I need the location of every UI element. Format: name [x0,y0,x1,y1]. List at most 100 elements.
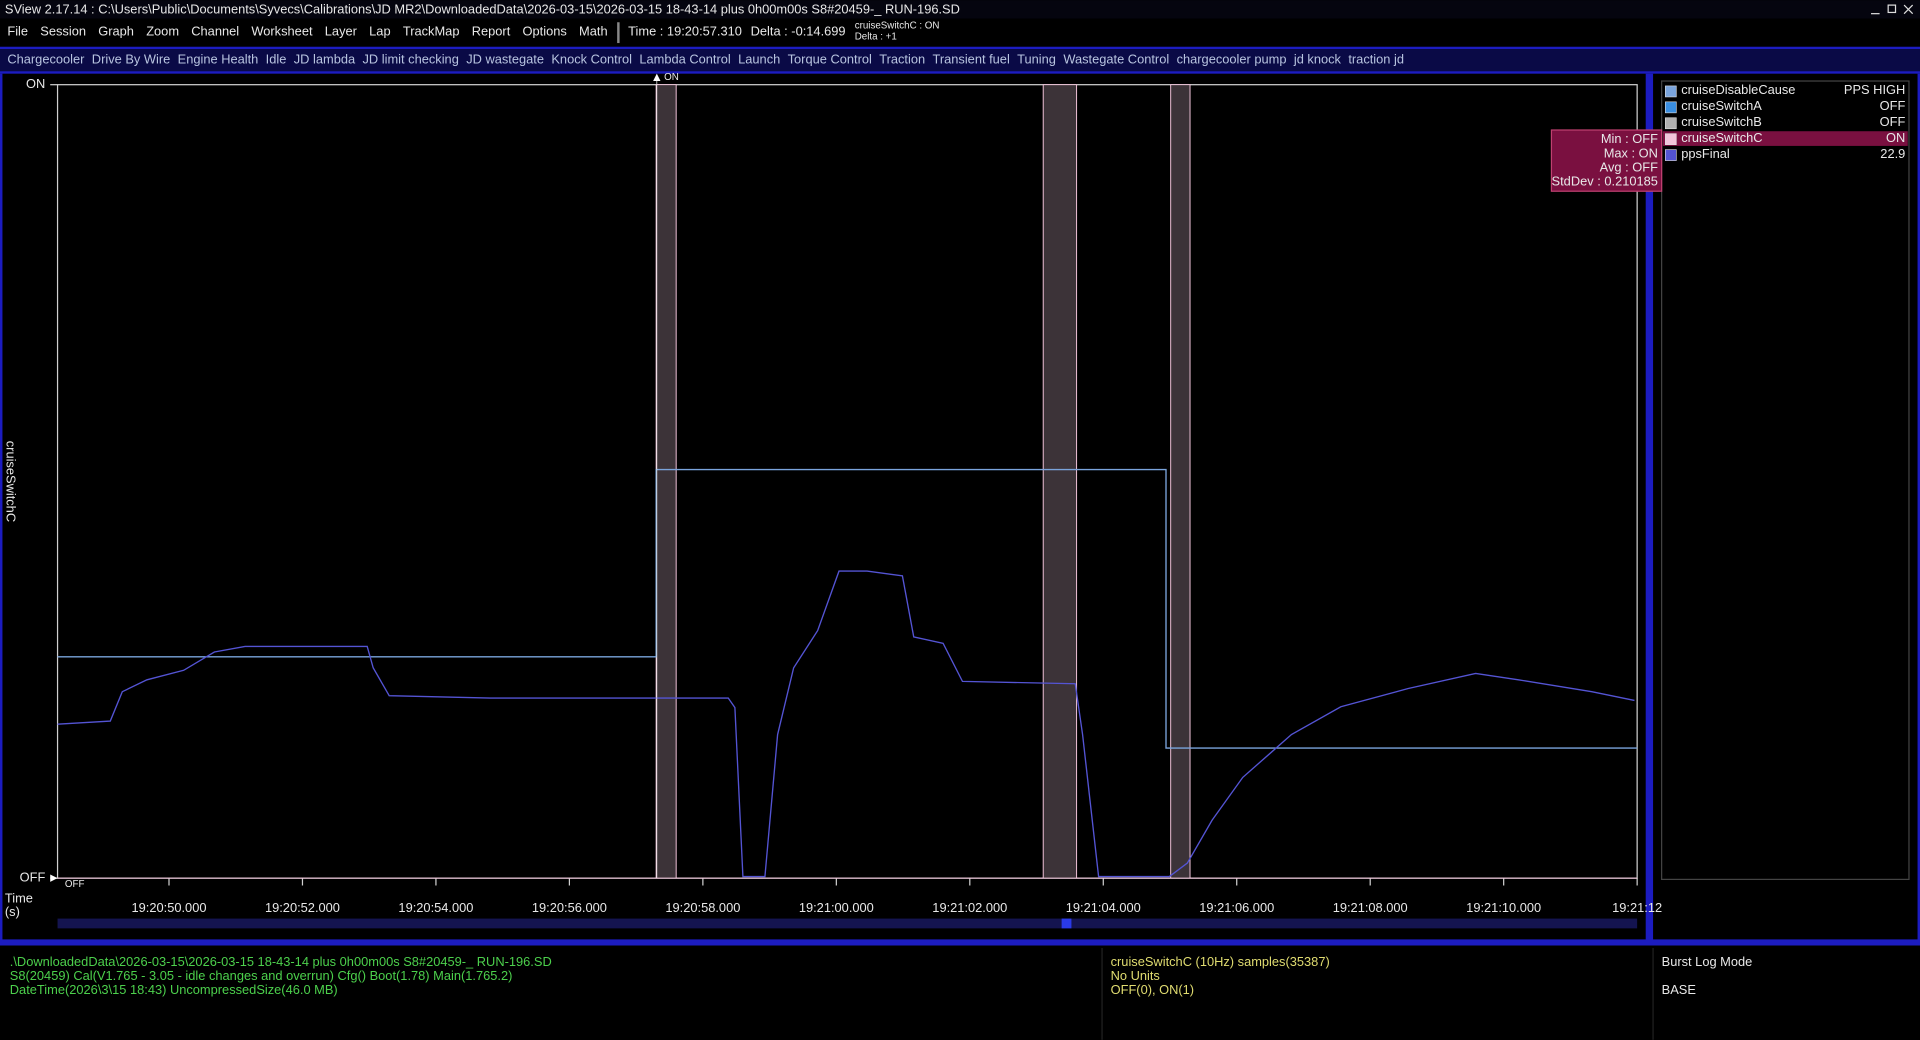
worksheet-tabs: Chargecooler Drive By Wire Engine Health Id… [7,52,1404,67]
y-tick-label: OFF [20,870,46,885]
worksheet-tab[interactable]: Traction [879,52,925,67]
menu-item[interactable]: Math [579,23,608,38]
close[interactable] [1903,4,1914,15]
channel-name[interactable]: cruiseDisableCause [1681,82,1795,97]
channel-name[interactable]: cruiseSwitchB [1681,114,1762,129]
stat-line: Avg : OFF [1600,159,1658,174]
channel-value: OFF [1880,114,1906,129]
worksheet-tab[interactable]: Transient fuel [932,52,1009,67]
border [0,939,1920,946]
x-tick-label: 19:20:56.000 [532,900,607,915]
channel-color [1665,149,1677,161]
start-marker [50,874,58,882]
restore[interactable] [1887,4,1897,14]
worksheet-tab[interactable]: chargecooler pump [1177,52,1287,67]
delta-readout: Delta : -0:14.699 [751,23,846,38]
log-mode: BASE [1662,982,1697,997]
menu-item[interactable]: Session [40,23,86,38]
y-tick-label: ON [26,76,45,91]
x-tick-label: 19:20:54.000 [398,900,473,915]
menu-item[interactable]: Lap [369,23,390,38]
menu-item[interactable]: Zoom [146,23,179,38]
start-label: OFF [65,879,85,890]
x-axis-label: Time [5,890,33,905]
border [0,71,1920,74]
menu-item[interactable]: TrackMap [403,23,460,38]
channel-value: PPS HIGH [1844,82,1905,97]
series-line [57,468,1638,749]
channel-color [1665,133,1677,146]
window-controls[interactable] [1871,4,1914,15]
channel-name[interactable]: cruiseSwitchA [1681,98,1762,113]
worksheet-tab[interactable]: jd knock [1293,52,1342,67]
worksheet-tab[interactable]: Engine Health [178,52,259,67]
menu-item[interactable]: Layer [325,23,358,38]
channel-name[interactable]: ppsFinal [1681,146,1730,161]
x-tick-label: 19:21:00.000 [799,900,874,915]
menu-bar: File Session Graph Zoom Channel Worksheet Laye… [7,23,607,38]
time-readout: Time : 19:20:57.310 [628,23,742,38]
worksheet-tab[interactable]: Tuning [1017,52,1056,67]
channel-info: OFF(0), ON(1) [1111,982,1194,997]
cursor-info: Delta : +1 [855,32,897,43]
x-tick-label: 19:20:52.000 [265,900,340,915]
channel-value: 22.9 [1880,146,1905,161]
menu-item[interactable]: Channel [191,23,239,38]
channel-info: No Units [1111,968,1160,983]
channel-name[interactable]: cruiseSwitchC [1681,130,1762,145]
menu-item[interactable]: Worksheet [251,23,313,38]
worksheet-tab[interactable]: Launch [738,52,780,67]
channel-color [1665,117,1677,130]
worksheet-tab[interactable]: JD wastegate [466,52,544,67]
x-tick-label: 19:21:08.000 [1333,900,1408,915]
stat-line: StdDev : 0.210185 [1552,173,1658,188]
menu-item[interactable]: Options [523,23,567,38]
stat-line: Max : ON [1604,145,1658,160]
worksheet-tab[interactable]: Torque Control [788,52,872,67]
border [1917,73,1920,944]
worksheet-tab[interactable]: Lambda Control [639,52,730,67]
x-tick-label: 19:20:58.000 [665,900,740,915]
status-area: .\DownloadedData\2026-03-15\2026-03-15 1… [10,954,1753,997]
channel-value: ON [1886,130,1905,145]
log-mode: Burst Log Mode [1662,954,1753,969]
series-line [57,570,1635,878]
channel-panel [1661,80,1910,880]
channel-info: cruiseSwitchC (10Hz) samples(35387) [1111,954,1330,969]
border [0,46,1920,50]
worksheet-tab[interactable]: Drive By Wire [92,52,171,67]
file-info: S8(20459) Cal(V1.765 - 3.05 - idle chang… [10,968,513,983]
time-scrollbar[interactable] [57,918,1638,929]
x-axis-label: (s) [5,904,20,919]
border [1645,73,1654,944]
x-tick-label: 19:21:04.000 [1066,900,1141,915]
worksheet-tab[interactable]: traction jd [1348,52,1404,67]
cursor-info: cruiseSwitchC : ON [855,21,940,32]
worksheet-tab[interactable]: Chargecooler [7,52,85,67]
graph[interactable]: ON OFF 19:20:50.000 19:20:52.000 19:20:54.00… [3,72,1662,919]
worksheet-tab[interactable]: Idle [266,52,287,67]
y-axis-label: cruiseSwitchC [3,441,18,522]
series-band [57,84,1638,879]
menu-item[interactable]: Report [472,23,511,38]
x-tick-label: 19:21:10.000 [1466,900,1541,915]
channel-list: cruiseDisableCause PPS HIGH cruiseSwitchA O… [1662,82,1908,161]
stat-line: Min : OFF [1601,131,1658,146]
worksheet-tab[interactable]: JD limit checking [362,52,458,67]
channel-color [1665,85,1677,98]
x-tick-label: 19:21:02.000 [932,900,1007,915]
border [0,73,3,944]
cursor-label: ON [664,72,679,83]
cursor-marker [653,73,661,82]
worksheet-tab[interactable]: Wastegate Control [1063,52,1169,67]
worksheet-tab[interactable]: JD lambda [294,52,356,67]
menu-item[interactable]: File [7,23,28,38]
menu-item[interactable]: Graph [98,23,134,38]
title-bar [0,0,1920,19]
scroll-thumb[interactable] [1061,918,1072,929]
worksheet-tab[interactable]: Knock Control [551,52,632,67]
x-tick-label: 19:21:12 [1612,900,1662,915]
